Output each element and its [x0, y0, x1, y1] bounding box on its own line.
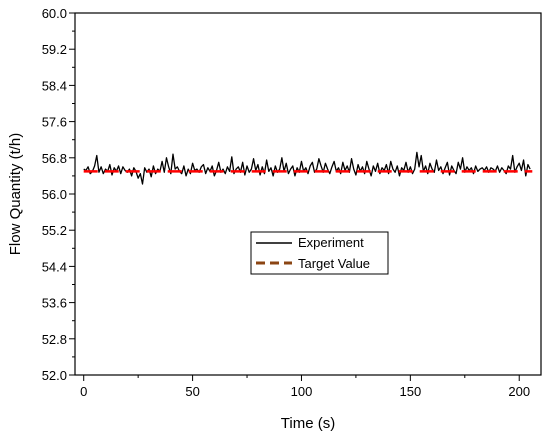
legend-label-target: Target Value — [298, 256, 370, 271]
y-axis: 52.0 52.8 53.6 54.4 55.2 56.0 56.8 57.6 58.4 59.2… — [42, 6, 75, 383]
y-tick-label: 52.8 — [42, 332, 67, 347]
y-tick-label: 57.6 — [42, 115, 67, 130]
y-tick-label: 54.4 — [42, 259, 67, 274]
y-tick-label: 55.2 — [42, 223, 67, 238]
legend: Experiment Target Value — [250, 231, 389, 275]
y-tick-label: 59.2 — [42, 42, 67, 57]
legend-label-experiment: Experiment — [298, 235, 364, 250]
y-tick-label: 60.0 — [42, 6, 67, 21]
y-tick-label: 52.0 — [42, 368, 67, 383]
y-tick-label: 56.0 — [42, 187, 67, 202]
x-axis: 0 50 100 150 200 — [80, 375, 530, 399]
x-tick-label: 150 — [399, 384, 421, 399]
x-tick-label: 200 — [508, 384, 530, 399]
legend-box — [250, 231, 389, 275]
y-tick-label: 56.8 — [42, 151, 67, 166]
y-tick-label: 58.4 — [42, 78, 67, 93]
x-axis-title: Time (s) — [281, 415, 335, 432]
x-tick-label: 50 — [185, 384, 199, 399]
x-tick-label: 100 — [291, 384, 313, 399]
series-layer — [83, 151, 533, 185]
plot-area — [74, 12, 542, 376]
y-axis-title: Flow Quantity (t/h) — [7, 133, 24, 256]
x-tick-label: 0 — [80, 384, 87, 399]
y-tick-label: 53.6 — [42, 296, 67, 311]
